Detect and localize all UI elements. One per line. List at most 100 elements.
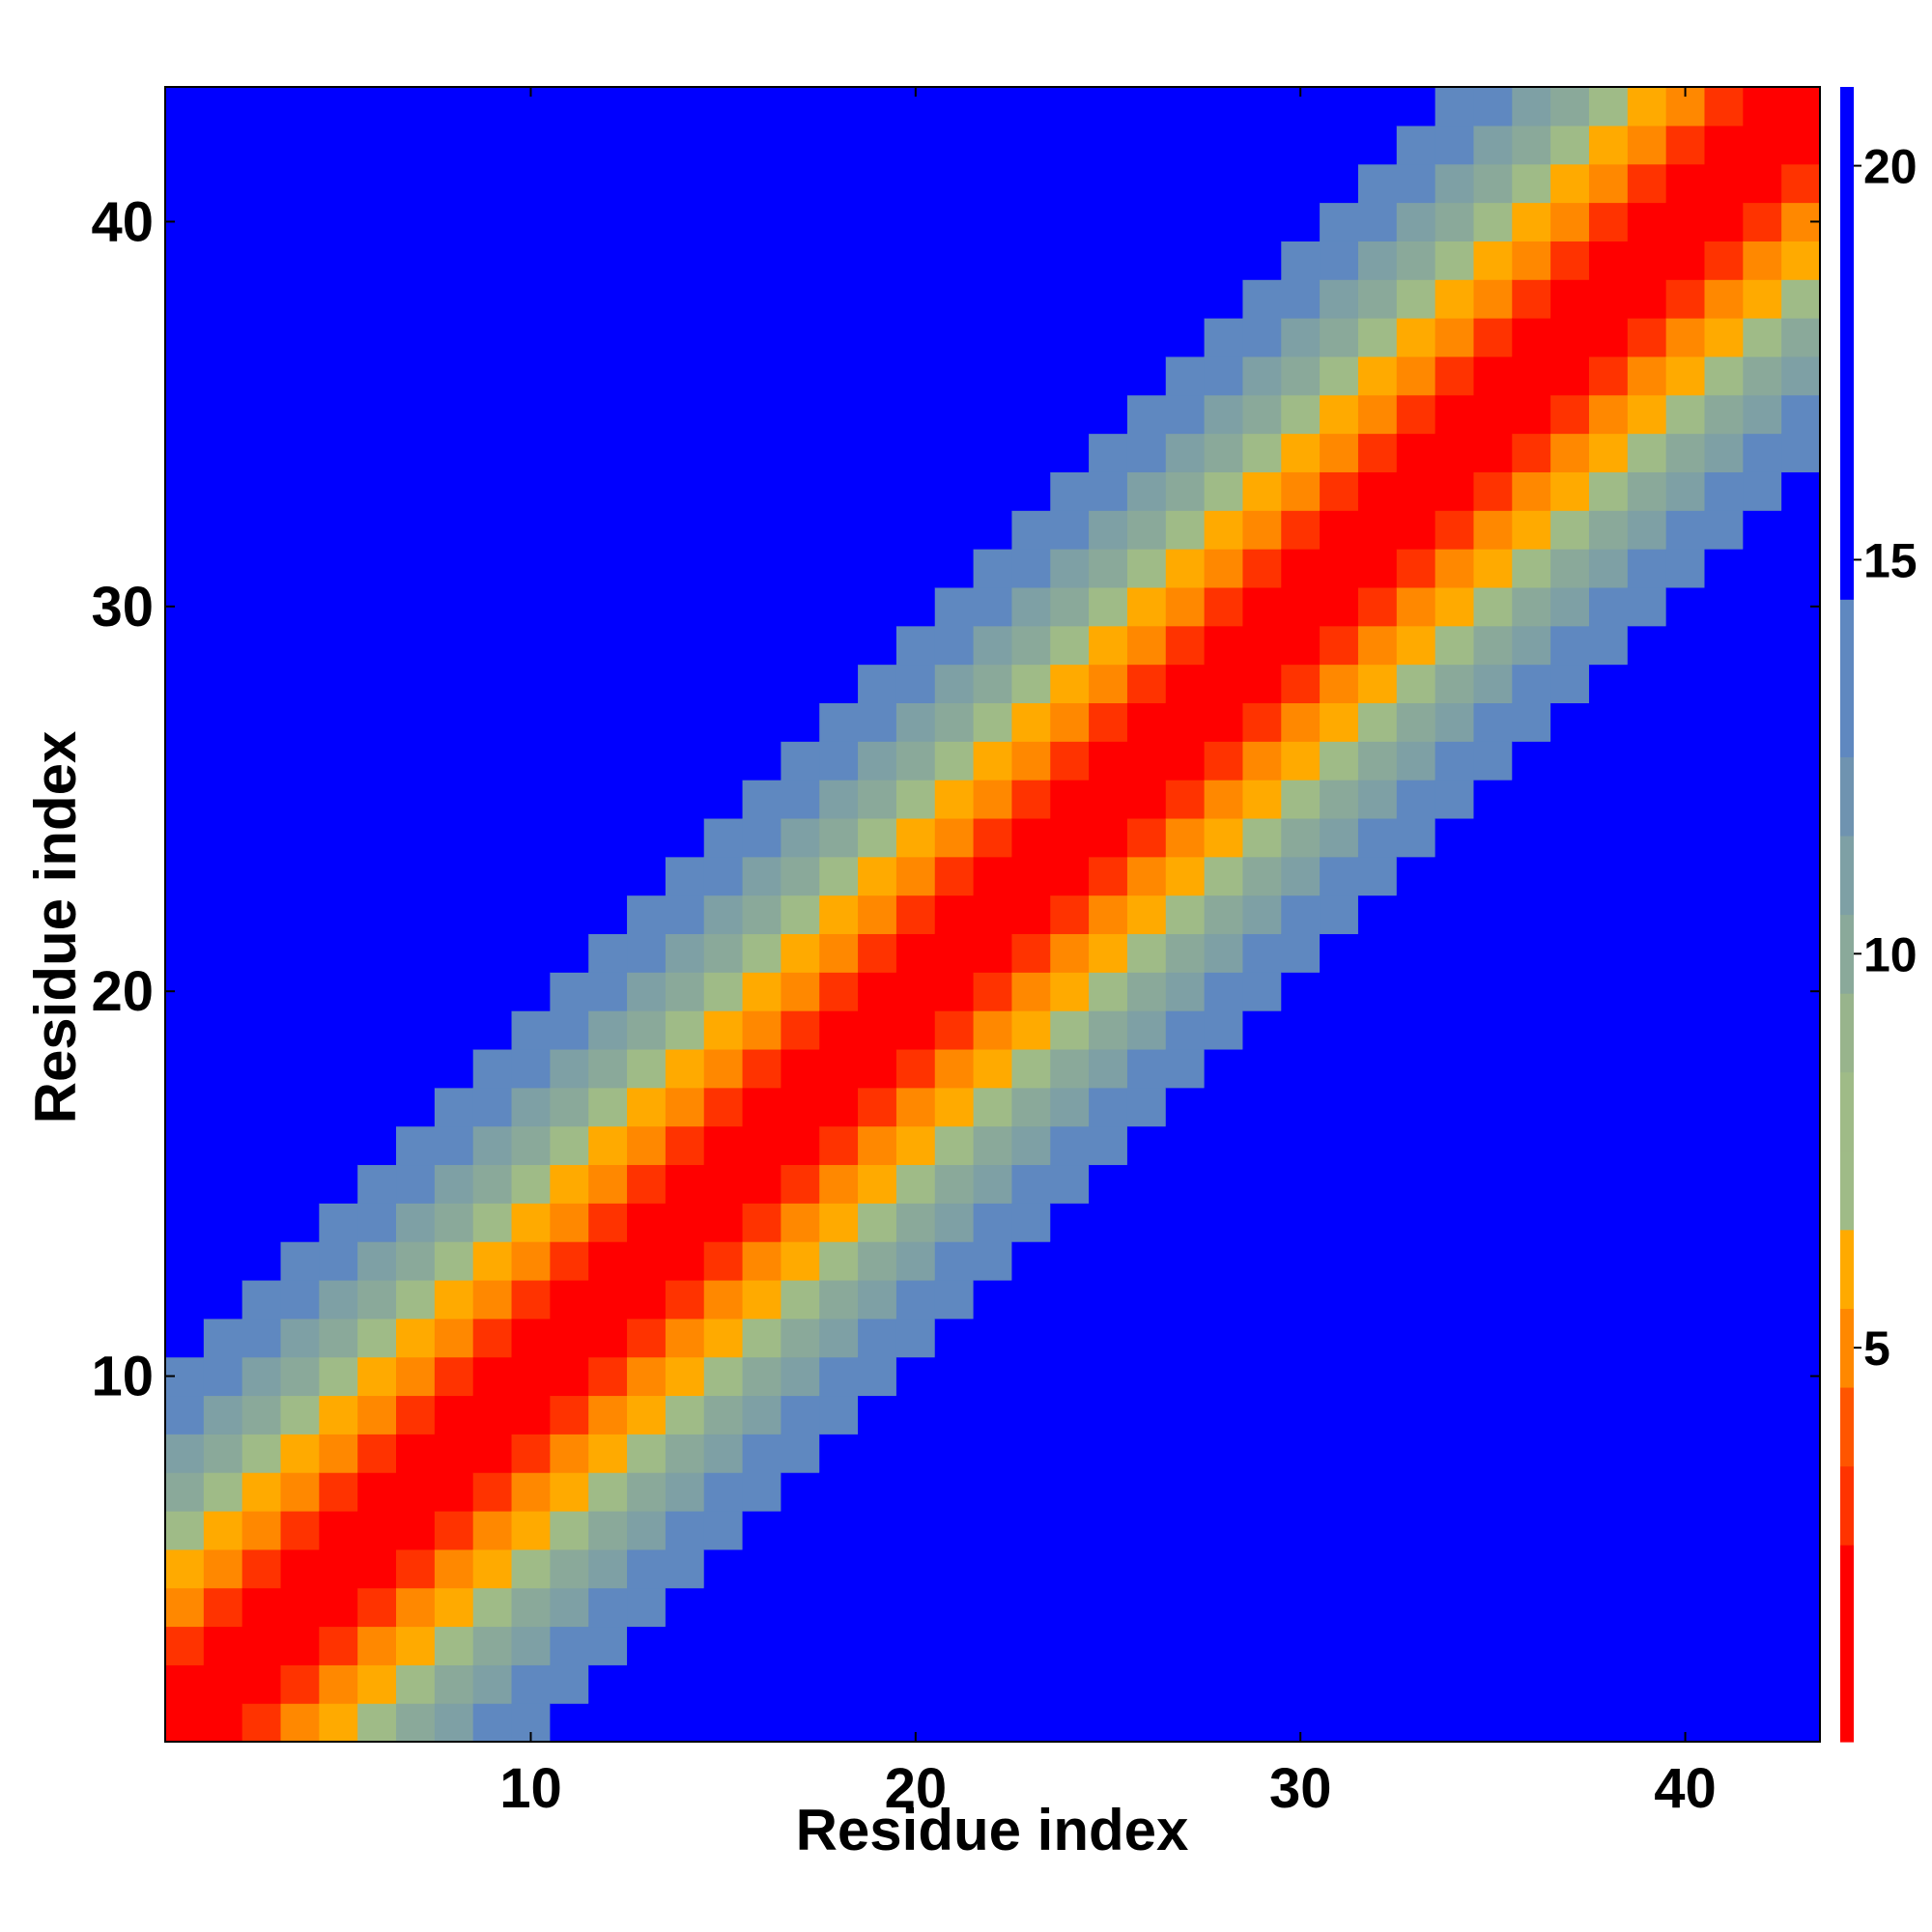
heatmap-cell: [858, 202, 897, 242]
heatmap-cell: [319, 702, 358, 742]
heatmap-cell: [1165, 895, 1206, 935]
heatmap-cell: [434, 549, 474, 588]
heatmap-cell: [934, 163, 975, 204]
heatmap-cell: [1550, 1664, 1590, 1704]
heatmap-cell: [627, 1626, 667, 1665]
heatmap-cell: [1627, 1048, 1667, 1089]
heatmap-cell: [1627, 1279, 1667, 1320]
heatmap-cell: [511, 318, 551, 357]
heatmap-cell: [1204, 1587, 1244, 1628]
heatmap-cell: [588, 1626, 628, 1665]
heatmap-cell: [472, 1356, 513, 1397]
heatmap-cell: [319, 1356, 358, 1397]
heatmap-cell: [1204, 1048, 1244, 1089]
heatmap-cell: [1357, 972, 1398, 1011]
heatmap-cell: [1781, 1048, 1821, 1089]
heatmap-cell: [1704, 1203, 1744, 1242]
heatmap-cell: [1320, 933, 1359, 973]
heatmap-cell: [472, 1279, 513, 1320]
heatmap-cell: [973, 355, 1013, 396]
heatmap-cell: [357, 933, 397, 973]
heatmap-cell: [703, 1087, 744, 1127]
heatmap-cell: [1242, 394, 1282, 435]
heatmap-cell: [357, 1626, 397, 1665]
heatmap-cell: [1242, 856, 1282, 896]
heatmap-cell: [1242, 625, 1282, 666]
heatmap-cell: [858, 1548, 897, 1589]
heatmap-cell: [1781, 87, 1821, 127]
heatmap-cell: [1357, 586, 1398, 627]
heatmap-cell: [1704, 1587, 1744, 1628]
heatmap-cell: [1665, 1587, 1706, 1628]
heatmap-cell: [434, 1356, 474, 1397]
heatmap-cell: [511, 1356, 551, 1397]
heatmap-cell: [973, 702, 1013, 742]
heatmap-cell: [1089, 549, 1128, 588]
heatmap-cell: [550, 586, 589, 627]
heatmap-cell: [1242, 241, 1282, 280]
heatmap-cell: [1435, 1318, 1475, 1358]
heatmap-cell: [627, 1434, 667, 1473]
heatmap-cell: [588, 625, 628, 666]
heatmap-cell: [1165, 1279, 1206, 1320]
heatmap-cell: [1281, 1664, 1321, 1704]
heatmap-cell: [819, 933, 859, 973]
heatmap-cell: [1089, 741, 1128, 781]
heatmap-cell: [742, 1395, 781, 1435]
heatmap-cell: [1435, 1125, 1475, 1166]
heatmap-cell: [1588, 433, 1629, 472]
heatmap-cell: [1435, 1356, 1475, 1397]
heatmap-cell: [1011, 279, 1051, 319]
heatmap-cell: [550, 780, 589, 819]
heatmap-cell: [858, 856, 897, 896]
heatmap-cell: [165, 1703, 205, 1743]
heatmap-cell: [472, 817, 513, 858]
heatmap-cell: [1011, 1395, 1051, 1435]
heatmap-cell: [973, 586, 1013, 627]
heatmap-cell: [396, 1664, 436, 1704]
heatmap-cell: [511, 125, 551, 165]
heatmap-cell: [1512, 433, 1551, 472]
heatmap-cell: [1665, 510, 1706, 550]
heatmap-cell: [396, 586, 436, 627]
heatmap-cell: [1665, 817, 1706, 858]
heatmap-cell: [1704, 1087, 1744, 1127]
heatmap-cell: [1473, 702, 1513, 742]
heatmap-cell: [1089, 1434, 1128, 1473]
heatmap-cell: [511, 702, 551, 742]
heatmap-cell: [819, 1318, 859, 1358]
heatmap-cell: [396, 1241, 436, 1281]
plot-frame: [164, 86, 1821, 1743]
heatmap-cell: [1512, 780, 1551, 819]
heatmap-cell: [511, 433, 551, 472]
heatmap-cell: [1320, 972, 1359, 1011]
heatmap-cell: [357, 1010, 397, 1050]
heatmap-cell: [1320, 1664, 1359, 1704]
heatmap-cell: [973, 625, 1013, 666]
heatmap-cell: [895, 972, 936, 1011]
heatmap-cell: [1050, 318, 1090, 357]
heatmap-cell: [895, 817, 936, 858]
heatmap-cell: [781, 1664, 820, 1704]
heatmap-cell: [1550, 355, 1590, 396]
heatmap-cell: [1089, 664, 1128, 703]
heatmap-cell: [665, 702, 705, 742]
heatmap-cell: [550, 741, 589, 781]
heatmap-cell: [588, 1010, 628, 1050]
heatmap-cell: [742, 318, 781, 357]
heatmap-cell: [242, 1472, 282, 1512]
heatmap-cell: [1396, 1356, 1436, 1397]
heatmap-cell: [1550, 1626, 1590, 1665]
heatmap-cell: [895, 741, 936, 781]
heatmap-cell: [1435, 125, 1475, 165]
heatmap-cell: [781, 972, 820, 1011]
heatmap-cell: [665, 933, 705, 973]
heatmap-cell: [1550, 895, 1590, 935]
heatmap-cell: [1320, 1434, 1359, 1473]
heatmap-cell: [1743, 433, 1782, 472]
heatmap-cell: [242, 163, 282, 204]
heatmap-cell: [1281, 1164, 1321, 1204]
heatmap-cell: [1665, 279, 1706, 319]
heatmap-cell: [434, 279, 474, 319]
heatmap-cell: [434, 1010, 474, 1050]
